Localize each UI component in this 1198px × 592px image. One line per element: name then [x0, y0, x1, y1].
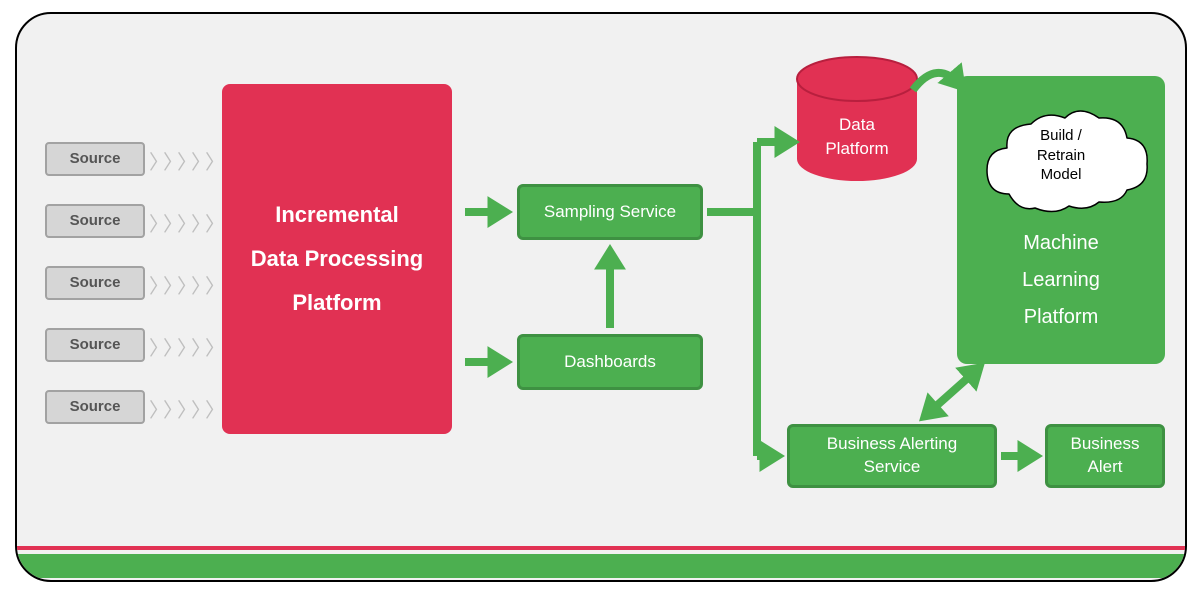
chevron-flow-icon: 〉〉〉〉〉	[149, 332, 219, 361]
source-box: Source	[45, 204, 145, 238]
chevron-flow-icon: 〉〉〉〉〉	[149, 208, 219, 237]
machine-learning-platform-box: Machine Learning Platform	[957, 76, 1165, 364]
cloud-line1: Build /	[1021, 126, 1101, 146]
sampling-service-box: Sampling Service	[517, 184, 703, 240]
data-platform-line1: Data	[807, 113, 907, 137]
cloud-line3: Model	[1021, 165, 1101, 185]
chevron-flow-icon: 〉〉〉〉〉	[149, 146, 219, 175]
cloud-build-retrain-model-label: Build / Retrain Model	[1021, 126, 1101, 185]
diagram-canvas: Incremental Data Processing Platform Sam…	[17, 14, 1185, 580]
idpp-label-line1: Incremental	[251, 200, 423, 230]
ml-platform-label-line2: Learning	[1022, 267, 1100, 294]
sampling-service-label: Sampling Service	[544, 201, 676, 224]
chevron-flow-icon: 〉〉〉〉〉	[149, 270, 219, 299]
business-alerting-service-box: Business Alerting Service	[787, 424, 997, 488]
ml-platform-label-line1: Machine	[1022, 230, 1100, 257]
alerting-label-line2: Service	[827, 456, 957, 479]
dashboards-label: Dashboards	[564, 351, 656, 374]
biz-alert-label-line1: Business	[1071, 433, 1140, 456]
biz-alert-label-line2: Alert	[1071, 456, 1140, 479]
business-alert-box: Business Alert	[1045, 424, 1165, 488]
footer-red-bar	[17, 546, 1185, 550]
incremental-data-processing-platform-box: Incremental Data Processing Platform	[222, 84, 452, 434]
alerting-label-line1: Business Alerting	[827, 433, 957, 456]
dashboards-box: Dashboards	[517, 334, 703, 390]
cloud-line2: Retrain	[1021, 146, 1101, 166]
diagram-frame: Incremental Data Processing Platform Sam…	[15, 12, 1187, 582]
idpp-label-line3: Platform	[251, 288, 423, 318]
source-box: Source	[45, 266, 145, 300]
data-platform-line2: Platform	[807, 137, 907, 161]
ml-platform-label-line3: Platform	[1022, 304, 1100, 331]
idpp-label-line2: Data Processing	[251, 244, 423, 274]
source-box: Source	[45, 328, 145, 362]
source-box: Source	[45, 390, 145, 424]
data-platform-label: Data Platform	[807, 113, 907, 161]
footer-green-bar	[17, 554, 1185, 578]
source-box: Source	[45, 142, 145, 176]
chevron-flow-icon: 〉〉〉〉〉	[149, 394, 219, 423]
